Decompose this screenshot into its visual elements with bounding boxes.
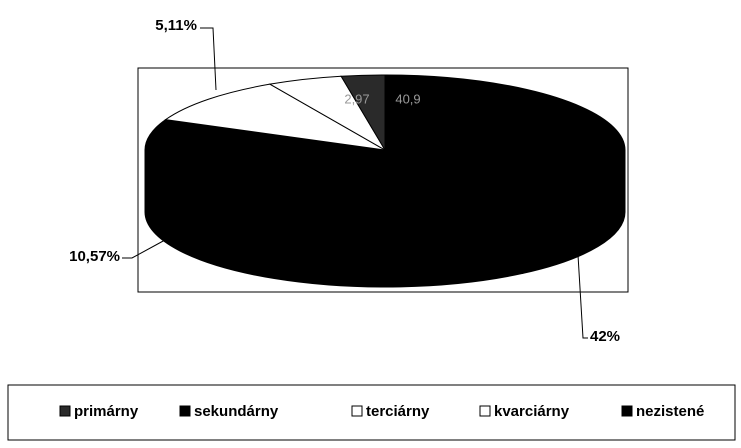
data-label: 40,9 (395, 91, 420, 106)
leader-line (200, 27, 217, 91)
legend-swatch (621, 405, 633, 417)
legend-swatch (479, 405, 491, 417)
slice (384, 74, 626, 212)
pie (144, 74, 626, 288)
slice (340, 74, 386, 152)
legend-label: sekundárny (194, 403, 279, 420)
legend-label: kvarciárny (494, 403, 570, 420)
legend-label: primárny (74, 403, 139, 420)
slice (164, 83, 386, 151)
legend-swatch (179, 405, 191, 417)
legend-items: primárny sekundárny terciárny kvarciárny nez… (59, 403, 704, 420)
data-label: 2,97 (344, 91, 369, 106)
slice (144, 119, 525, 226)
leader-line (577, 254, 588, 339)
legend-label: nezistené (636, 403, 704, 420)
legend-swatch (59, 405, 71, 417)
legend (7, 384, 736, 441)
legend-swatch (351, 405, 363, 417)
plot-frame (137, 67, 629, 293)
leader-line (122, 239, 166, 259)
data-label: 42% (590, 328, 620, 345)
data-label: 10,57% (69, 248, 120, 265)
data-label: 5,11% (155, 17, 197, 34)
legend-label: terciárny (366, 403, 430, 420)
